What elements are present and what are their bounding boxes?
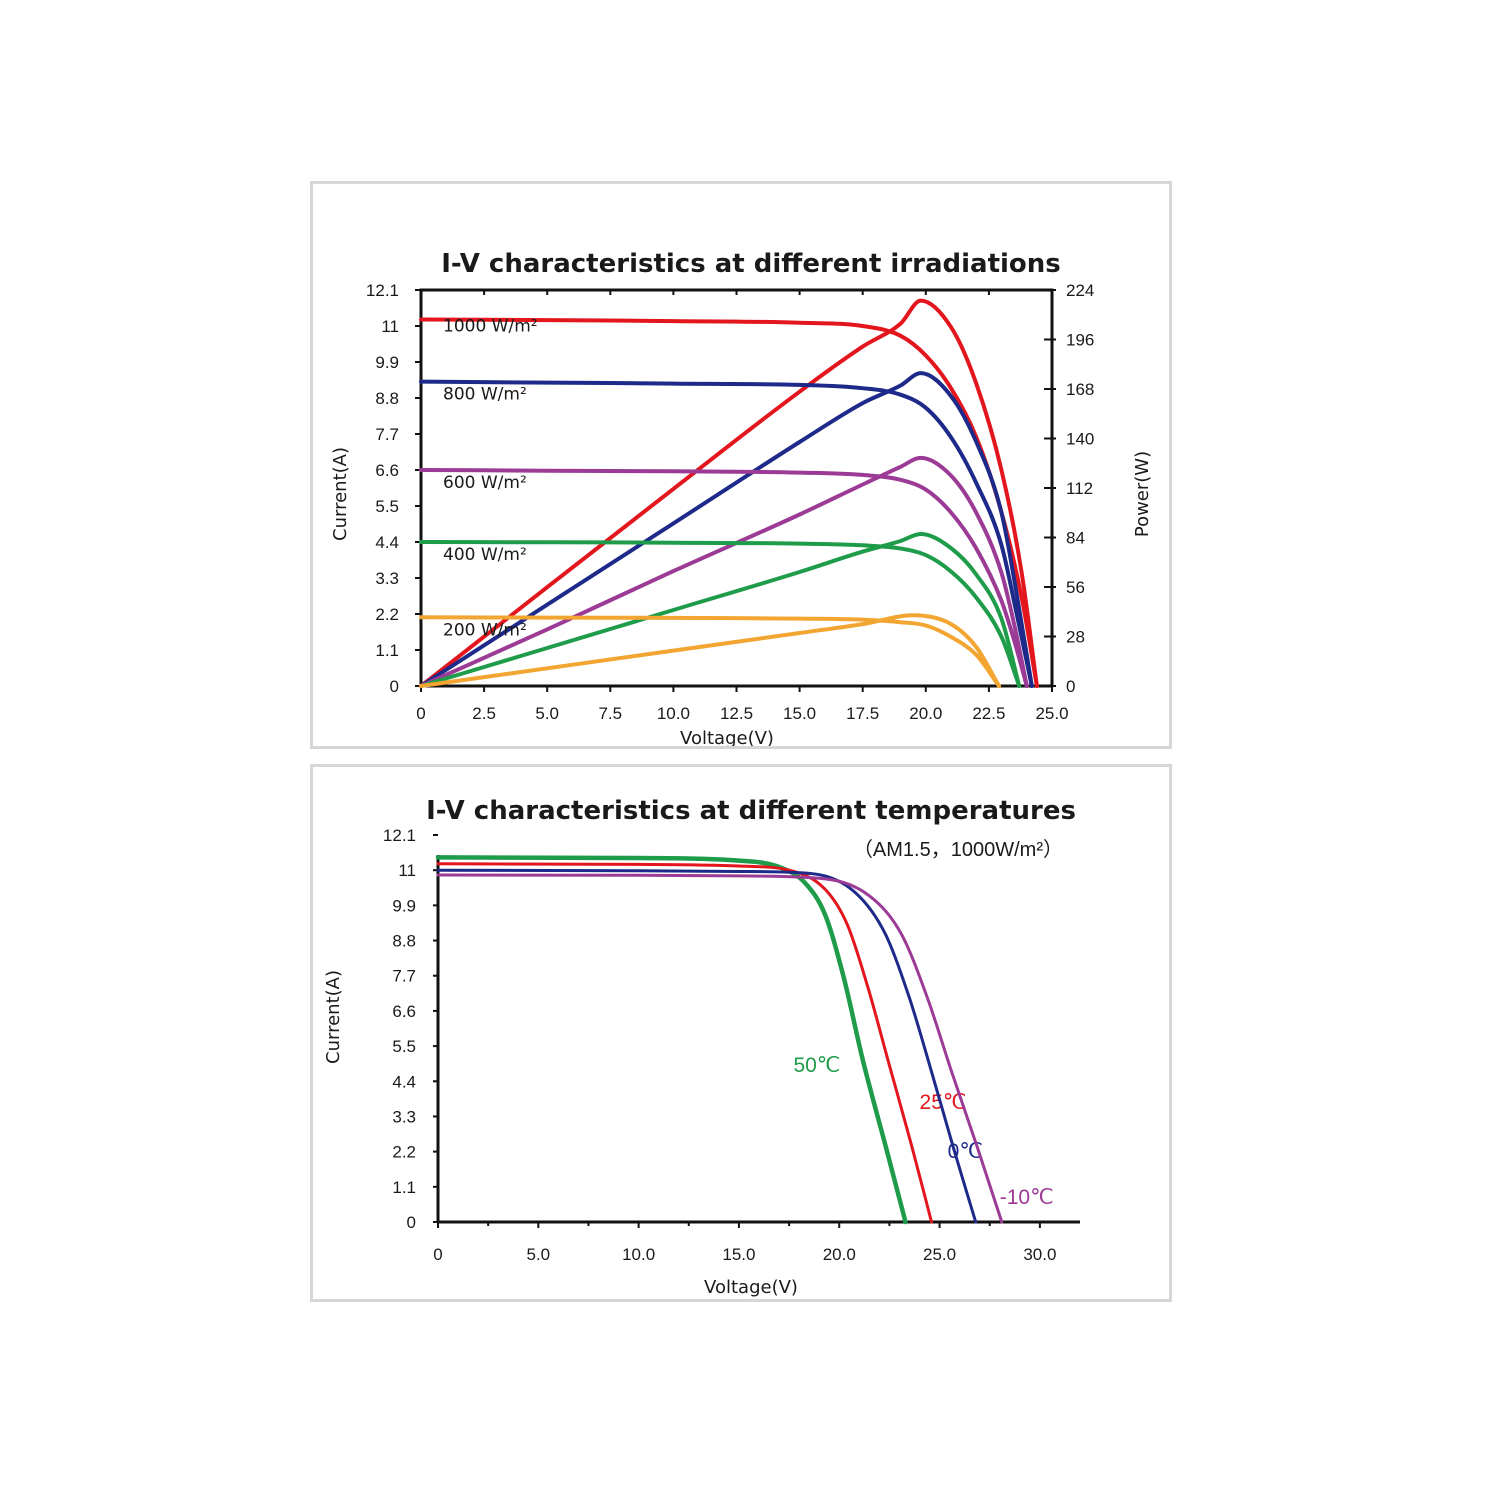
- series-label: 600 W/m²: [443, 473, 527, 493]
- x-tick-label: 30.0: [1023, 1245, 1056, 1264]
- series-label: 25℃: [920, 1091, 967, 1114]
- y-tick-label: 5.5: [392, 1037, 416, 1056]
- y-tick-label: 1.1: [375, 641, 399, 660]
- y-tick-label: 3.3: [375, 569, 399, 588]
- x-tick-label: 10.0: [622, 1245, 655, 1264]
- temperature-chart: I-V characteristics at different tempera…: [323, 796, 1080, 1298]
- series-label: 50℃: [793, 1054, 840, 1077]
- series-label: 0℃: [948, 1140, 983, 1163]
- iv-curve: [435, 855, 908, 1225]
- irradiation-chart-panel: I-V characteristics at different irradia…: [310, 181, 1172, 749]
- y-tick-label: 6.6: [375, 461, 399, 480]
- series-label: 800 W/m²: [443, 385, 527, 405]
- plot-area: 0 2.5 5.0 7.5 10.0 12.5 15.0 17.5 20.0 22.5 25.0 0 1…: [366, 281, 1094, 723]
- x-tick-label: 2.5: [472, 704, 496, 723]
- y-tick-label: 7.7: [375, 425, 399, 444]
- y-axis-label: Current(A): [330, 447, 351, 541]
- y2-tick-label: 84: [1066, 529, 1085, 548]
- series-label: -10℃: [1000, 1186, 1054, 1209]
- chart-title: I-V characteristics at different tempera…: [426, 796, 1076, 826]
- iv-curve: [436, 873, 1004, 1224]
- iv-curve: [419, 468, 1029, 688]
- y2-tick-label: 112: [1066, 479, 1093, 498]
- y-tick-label: 6.6: [392, 1002, 416, 1021]
- x-tick-label: 5.0: [526, 1245, 550, 1264]
- y2-tick-label: 224: [1066, 281, 1094, 300]
- x-axis-label: Voltage(V): [680, 728, 774, 746]
- y-tick-label: 9.9: [375, 353, 399, 372]
- x-tick-label: 10.0: [657, 704, 690, 723]
- chart-title: I-V characteristics at different irradia…: [441, 249, 1061, 279]
- power-curve: [419, 298, 1039, 688]
- y-tick-label: 8.8: [375, 389, 399, 408]
- x-tick-label: 15.0: [722, 1245, 755, 1264]
- power-curve: [419, 455, 1029, 688]
- temperature-chart-panel: I-V characteristics at different tempera…: [310, 764, 1172, 1302]
- x-axis-label: Voltage(V): [704, 1277, 798, 1298]
- plot-area: 0 5.0 10.0 15.0 20.0 25.0 30.0 0 1.1 2.2 3.3 4.4 5.5…: [383, 826, 1080, 1264]
- x-tick-label: 25.0: [1035, 704, 1068, 723]
- x-tick-label: 12.5: [720, 704, 753, 723]
- x-tick-label: 20.0: [823, 1245, 856, 1264]
- y-tick-label: 5.5: [375, 497, 399, 516]
- y2-tick-label: 0: [1066, 677, 1075, 696]
- y2-tick-label: 28: [1066, 628, 1085, 647]
- y-tick-label: 3.3: [392, 1107, 416, 1126]
- y-tick-label: 0: [390, 677, 399, 696]
- y-axis-label: Current(A): [323, 970, 344, 1064]
- y-tick-label: 2.2: [375, 605, 399, 624]
- y2-axis-label: Power(W): [1132, 451, 1153, 537]
- y-tick-label: 1.1: [392, 1178, 416, 1197]
- power-curve: [419, 613, 1001, 688]
- y-tick-label: 11: [381, 317, 399, 336]
- x-tick-label: 0: [416, 704, 425, 723]
- x-tick-label: 5.0: [535, 704, 559, 723]
- power-curve: [419, 371, 1034, 688]
- x-tick-label: 15.0: [783, 704, 816, 723]
- y2-tick-label: 140: [1066, 430, 1094, 449]
- x-tick-label: 17.5: [846, 704, 879, 723]
- x-tick-label: 22.5: [972, 704, 1005, 723]
- y-tick-label: 2.2: [392, 1143, 416, 1162]
- y-tick-label: 0: [407, 1213, 416, 1232]
- x-tick-label: 7.5: [598, 704, 622, 723]
- y-tick-label: 12.1: [366, 281, 399, 300]
- y2-tick-label: 56: [1066, 578, 1085, 597]
- y-tick-label: 11: [398, 861, 416, 880]
- y-tick-label: 12.1: [383, 826, 416, 845]
- series-label: 200 W/m²: [443, 620, 527, 640]
- series-label: 400 W/m²: [443, 545, 527, 565]
- x-tick-label: 25.0: [923, 1245, 956, 1264]
- iv-curve: [419, 379, 1034, 688]
- y-tick-label: 8.8: [392, 932, 416, 951]
- series-label: 1000 W/m²: [443, 316, 538, 336]
- chart-subtitle: （AM1.5，1000W/m²）: [853, 838, 1063, 861]
- y-tick-label: 9.9: [392, 896, 416, 915]
- iv-curve: [419, 615, 1001, 688]
- y-tick-label: 4.4: [392, 1072, 416, 1091]
- y-tick-label: 7.7: [392, 967, 416, 986]
- x-tick-label: 0: [433, 1245, 442, 1264]
- irradiation-chart: I-V characteristics at different irradia…: [330, 249, 1153, 746]
- y-tick-label: 4.4: [375, 533, 399, 552]
- y2-tick-label: 196: [1066, 331, 1094, 350]
- iv-curve: [436, 862, 933, 1224]
- y2-tick-label: 168: [1066, 380, 1094, 399]
- x-tick-label: 20.0: [909, 704, 942, 723]
- iv-curve: [436, 868, 978, 1224]
- iv-curve: [419, 540, 1022, 688]
